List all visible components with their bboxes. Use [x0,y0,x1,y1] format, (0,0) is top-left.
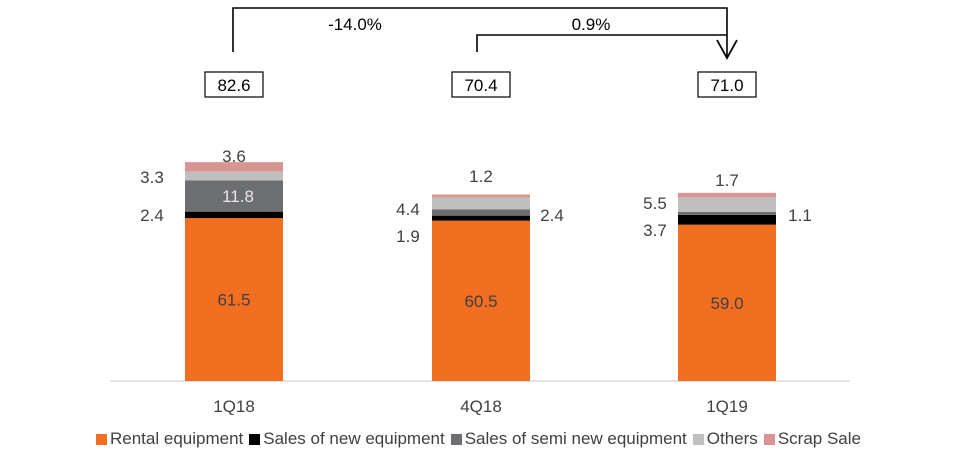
data-label-scrap-sale-4q18: 1.2 [469,167,493,186]
legend-item-scrap-sale: Scrap Sale [763,429,861,449]
bar-1q18-scrap-sale [185,162,283,172]
legend-item-sales-of-new-equipment: Sales of new equipment [249,429,445,449]
bar-4q18-rental-equipment [432,220,530,381]
data-label-sales-of-new-equipment-1q18: 2.4 [140,206,164,225]
legend-item-others: Others [692,429,758,449]
data-label-sales-of-semi-new-equipment-1q19: 1.1 [788,206,812,225]
data-label-scrap-sale-1q18: 3.6 [222,147,246,166]
data-label-rental-equipment-1q18: 61.5 [217,291,250,310]
data-label-sales-of-new-equipment-1q19: 3.7 [643,221,667,240]
total-label-1q18: 82.6 [217,76,250,95]
x-tick-label-1q18: 1Q18 [213,397,255,416]
data-label-sales-of-semi-new-equipment-4q18: 2.4 [540,206,564,225]
legend-swatch-sales-of-new-equipment [249,433,261,445]
legend-label-rental-equipment: Rental equipment [110,429,244,448]
total-box-1q19 [697,71,757,98]
data-label-scrap-sale-1q19: 1.7 [715,171,739,190]
stacked-bar-chart: 1Q18 4Q18 1Q19 61.5 60.5 59.0 2.4 11.8 3.3 3.6 1.9… [110,7,850,416]
data-label-others-1q19: 5.5 [643,194,667,213]
bar-1q18-others [185,171,283,181]
bar-1q18-sales-of-semi-new-equipment [185,180,283,212]
legend-label-sales-of-semi-new-equipment: Sales of semi new equipment [464,429,687,448]
change-bracket-4q18-1q19 [476,34,727,52]
legend-item-rental-equipment: Rental equipment [96,429,243,449]
legend-swatch-scrap-sale [763,433,775,445]
legend-label-scrap-sale: Scrap Sale [777,429,861,448]
total-label-4q18: 70.4 [464,76,497,95]
bar-1q18-rental-equipment [185,218,283,381]
bar-1q19-rental-equipment [678,224,776,381]
data-label-others-1q18: 3.3 [140,168,164,187]
change-arrowhead [716,39,738,60]
legend-item-sales-of-semi-new-equipment: Sales of semi new equipment [450,429,687,449]
bar-1q19-sales-of-semi-new-equipment [678,211,776,215]
legend-label-sales-of-new-equipment: Sales of new equipment [263,429,445,448]
bar-4q18-others [432,197,530,210]
legend-swatch-others [692,433,704,445]
bar-1q18-sales-of-new-equipment [185,211,283,219]
data-label-rental-equipment-1q19: 59.0 [710,294,743,313]
total-box-1q18 [204,71,264,98]
change-label-1q18-1q19: -14.0% [328,15,382,34]
change-bracket-1q18-1q19 [232,7,728,56]
legend-swatch-rental-equipment [96,433,107,445]
data-label-sales-of-new-equipment-4q18: 1.9 [396,227,420,246]
legend-swatch-sales-of-semi-new-equipment [450,433,462,445]
legend: Rental equipment Sales of new equipment Sa… [0,426,957,452]
data-label-rental-equipment-4q18: 60.5 [464,292,497,311]
bar-4q18-scrap-sale [432,194,530,198]
x-tick-label-1q19: 1Q19 [706,397,748,416]
bar-1q19-scrap-sale [678,192,776,198]
bar-4q18-sales-of-new-equipment [432,215,530,221]
bar-4q18-sales-of-semi-new-equipment [432,209,530,216]
x-tick-label-4q18: 4Q18 [460,397,502,416]
legend-label-others: Others [706,429,758,448]
bar-1q19-others [678,197,776,212]
data-label-sales-of-semi-new-equipment-1q18: 11.8 [222,187,254,206]
total-label-1q19: 71.0 [710,76,743,95]
data-label-others-4q18: 4.4 [396,200,420,219]
change-label-4q18-1q19: 0.9% [572,15,611,34]
total-box-4q18 [451,71,511,98]
bar-1q19-sales-of-new-equipment [678,214,776,225]
